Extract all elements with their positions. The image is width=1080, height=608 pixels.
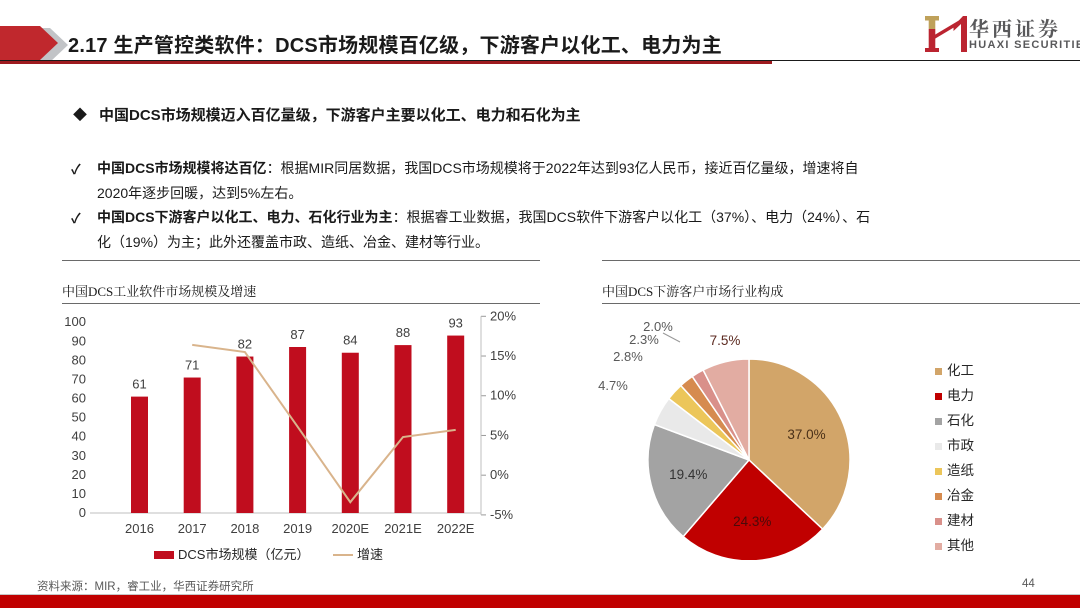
- svg-text:70: 70: [72, 371, 86, 386]
- svg-text:2022E: 2022E: [437, 521, 475, 536]
- svg-text:24.3%: 24.3%: [733, 514, 771, 529]
- svg-text:电力: 电力: [947, 388, 974, 403]
- svg-text:2.3%: 2.3%: [629, 332, 659, 347]
- svg-text:20: 20: [72, 467, 86, 482]
- svg-text:10%: 10%: [490, 388, 516, 403]
- svg-text:2018: 2018: [230, 521, 259, 536]
- svg-text:0: 0: [79, 505, 86, 520]
- svg-text:冶金: 冶金: [947, 488, 975, 503]
- svg-text:84: 84: [343, 333, 357, 348]
- svg-text:20%: 20%: [490, 308, 516, 323]
- svg-text:化工: 化工: [947, 363, 974, 378]
- svg-text:造纸: 造纸: [947, 463, 975, 478]
- svg-text:2016: 2016: [125, 521, 154, 536]
- svg-text:71: 71: [185, 358, 199, 373]
- svg-text:-5%: -5%: [490, 507, 514, 522]
- svg-text:37.0%: 37.0%: [787, 427, 825, 442]
- svg-text:其他: 其他: [947, 538, 974, 553]
- svg-text:87: 87: [290, 327, 304, 342]
- svg-text:7.5%: 7.5%: [710, 333, 741, 348]
- svg-text:80: 80: [72, 352, 86, 367]
- svg-text:82: 82: [238, 337, 252, 352]
- svg-text:2021E: 2021E: [384, 521, 422, 536]
- svg-text:10: 10: [72, 486, 86, 501]
- svg-text:2.0%: 2.0%: [643, 319, 673, 334]
- svg-text:2017: 2017: [178, 521, 207, 536]
- svg-text:19.4%: 19.4%: [669, 467, 707, 482]
- svg-text:2.8%: 2.8%: [613, 349, 643, 364]
- svg-text:30: 30: [72, 448, 86, 463]
- svg-text:市政: 市政: [947, 437, 975, 453]
- svg-text:40: 40: [72, 429, 86, 444]
- svg-text:60: 60: [72, 391, 86, 406]
- svg-text:90: 90: [72, 333, 86, 348]
- svg-text:石化: 石化: [947, 413, 974, 428]
- svg-text:50: 50: [72, 410, 86, 425]
- svg-text:100: 100: [64, 314, 86, 329]
- svg-text:2020E: 2020E: [332, 521, 370, 536]
- svg-text:5%: 5%: [490, 427, 509, 442]
- svg-text:增速: 增速: [357, 547, 383, 560]
- svg-text:建材: 建材: [947, 513, 974, 528]
- svg-text:0%: 0%: [490, 467, 509, 482]
- svg-text:88: 88: [396, 325, 410, 340]
- svg-text:DCS市场规模（亿元）: DCS市场规模（亿元）: [178, 547, 309, 560]
- svg-text:61: 61: [132, 377, 146, 392]
- svg-text:93: 93: [448, 316, 462, 331]
- svg-text:4.7%: 4.7%: [598, 378, 628, 393]
- svg-text:2019: 2019: [283, 521, 312, 536]
- svg-text:15%: 15%: [490, 348, 516, 363]
